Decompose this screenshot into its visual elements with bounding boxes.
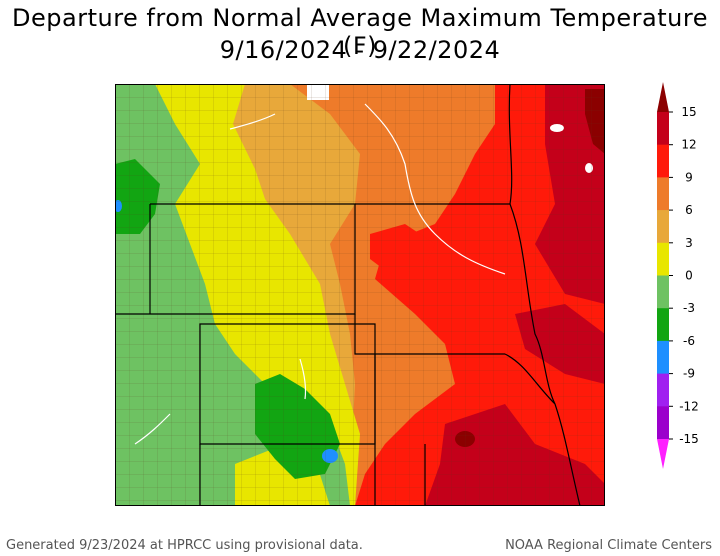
legend-swatch — [657, 373, 669, 407]
source-credit: NOAA Regional Climate Centers — [505, 538, 712, 553]
legend-tick-label: 9 — [685, 170, 693, 184]
map-title: Departure from Normal Average Maximum Te… — [12, 4, 708, 60]
legend-swatch — [657, 308, 669, 342]
generated-note: Generated 9/23/2024 at HPRCC using provi… — [6, 538, 363, 553]
legend-swatch — [657, 177, 669, 211]
legend-tick-labels: 15 12 9 6 3 0 -3 -6 -9 -12 -15 — [669, 105, 699, 446]
legend-tick-label: -3 — [683, 301, 695, 315]
county-grid — [115, 84, 605, 506]
legend-tick-label: -9 — [683, 367, 695, 381]
legend-arrow-top — [657, 82, 669, 112]
legend-arrow-bottom — [657, 439, 669, 469]
map-date-range: 9/16/2024 - 9/22/2024 — [219, 36, 501, 64]
legend-tick-label: 12 — [681, 138, 696, 152]
legend-tick-label: 3 — [685, 236, 693, 250]
legend-swatch — [657, 144, 669, 178]
legend-swatch — [657, 406, 669, 440]
legend-swatch — [657, 242, 669, 276]
map-frame — [115, 84, 605, 506]
legend-swatch — [657, 210, 669, 244]
legend-tick-label: -6 — [683, 334, 695, 348]
legend-swatch — [657, 112, 669, 146]
legend-tick-label: 6 — [685, 203, 693, 217]
legend-color-bar — [657, 82, 669, 469]
state-boundaries — [115, 84, 581, 506]
legend-tick-label: -12 — [679, 399, 699, 413]
rivers — [134, 103, 506, 445]
legend-swatch — [657, 275, 669, 309]
legend-tick-label: 0 — [685, 269, 693, 283]
legend-tick-label: -15 — [679, 432, 699, 446]
legend-swatch — [657, 340, 669, 375]
legend-tick-label: 15 — [681, 105, 696, 119]
temperature-departure-map — [115, 84, 605, 506]
color-legend: 15 12 9 6 3 0 -3 -6 -9 -12 -15 — [657, 82, 699, 469]
